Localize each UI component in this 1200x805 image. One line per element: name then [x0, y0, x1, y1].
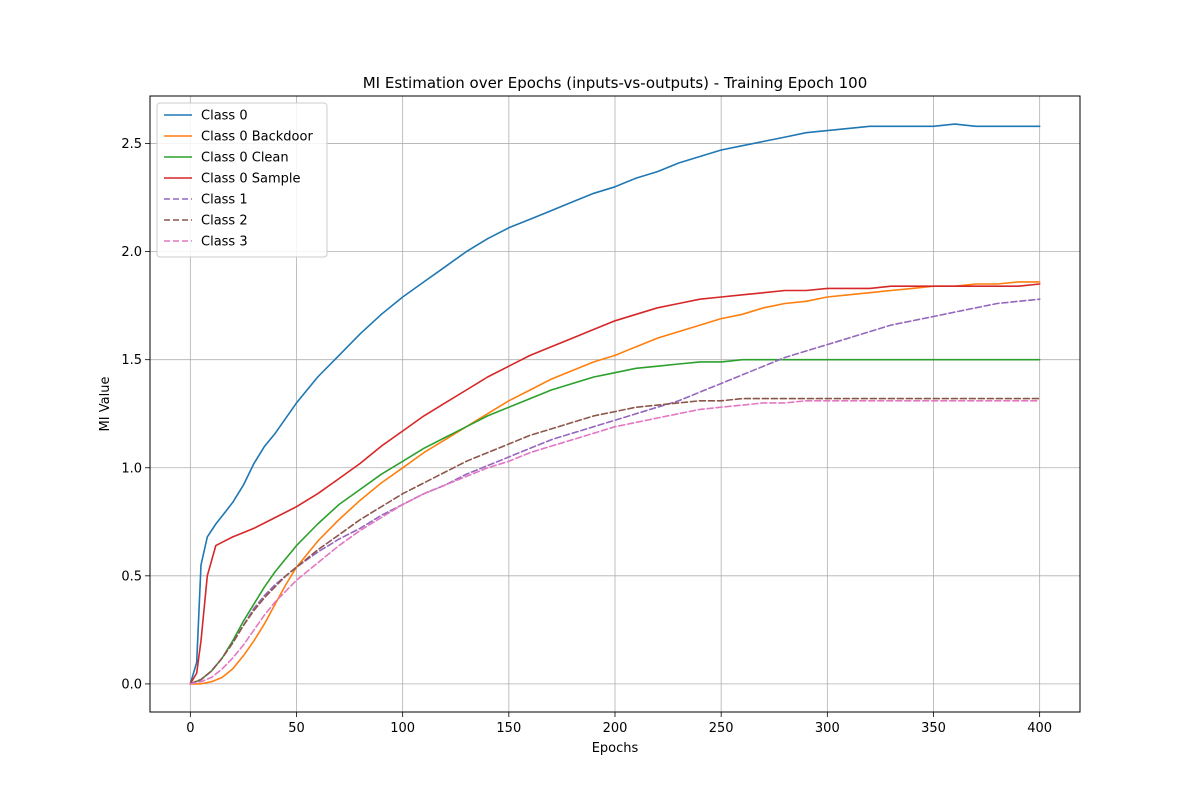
- legend-label: Class 3: [201, 235, 248, 250]
- legend-label: Class 0: [201, 109, 248, 124]
- x-tick-label: 400: [1027, 721, 1052, 736]
- x-tick-label: 50: [288, 721, 305, 736]
- axis-ticks: 0 50 100 150 200 250 300 350 400 0.0 0.5 1.0 1.5 2.0 2…: [121, 137, 1052, 736]
- x-tick-label: 300: [815, 721, 840, 736]
- y-tick-label: 1.5: [121, 353, 142, 368]
- legend-box: [156, 102, 328, 258]
- series-line-class-0-sample: [189, 283, 1041, 685]
- x-tick-label: 200: [603, 721, 628, 736]
- legend-label: Class 0 Sample: [201, 172, 300, 187]
- x-tick-label: 150: [496, 721, 521, 736]
- legend-label: Class 0 Clean: [201, 151, 289, 166]
- x-axis-label: Epochs: [592, 741, 639, 756]
- y-axis-label: MI Value: [98, 377, 113, 432]
- legend-label: Class 2: [201, 214, 248, 229]
- y-tick-label: 2.0: [121, 245, 142, 260]
- series-line-class-0-clean: [189, 358, 1041, 685]
- y-tick-label: 1.0: [121, 461, 142, 476]
- y-tick-label: 0.5: [121, 569, 142, 584]
- legend-label: Class 0 Backdoor: [201, 130, 313, 145]
- x-tick-label: 250: [709, 721, 734, 736]
- y-tick-label: 2.5: [121, 137, 142, 152]
- series-lines: [189, 123, 1041, 685]
- series-line-class-0: [189, 123, 1041, 685]
- series-line-class-1: [189, 298, 1041, 685]
- x-tick-label: 100: [390, 721, 415, 736]
- x-tick-label: 350: [921, 721, 946, 736]
- legend: Class 0 Class 0 Backdoor Class 0 Clean Clas…: [156, 102, 328, 258]
- legend-label: Class 1: [201, 193, 248, 208]
- chart-title: MI Estimation over Epochs (inputs-vs-out…: [363, 74, 868, 92]
- series-line-class-2: [189, 397, 1041, 685]
- grid-lines: [150, 96, 1080, 712]
- y-tick-label: 0.0: [121, 677, 142, 692]
- series-line-class-0-backdoor: [189, 281, 1041, 685]
- series-line-class-3: [189, 399, 1041, 685]
- x-tick-label: 0: [186, 721, 194, 736]
